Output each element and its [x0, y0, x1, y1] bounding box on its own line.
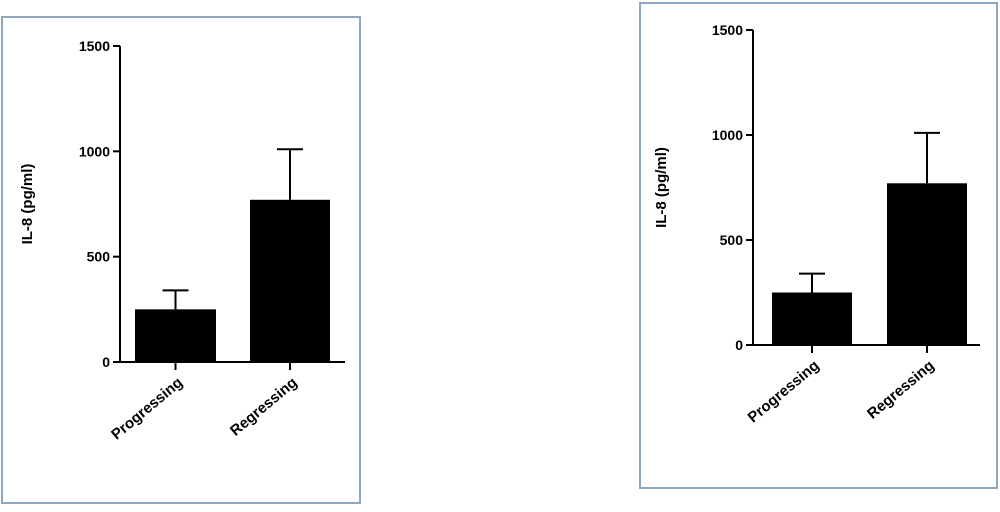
y-tick-label: 1000 [79, 143, 110, 159]
x-tick-label: Progressing [108, 374, 186, 443]
y-tick-label: 500 [87, 249, 111, 265]
bar [772, 292, 852, 345]
panel-frame [1, 16, 361, 504]
bar [250, 199, 330, 362]
y-axis-label: IL-8 (pg/ml) [19, 164, 36, 245]
error-bar [277, 148, 303, 200]
x-tick-label: Regressing [227, 374, 301, 440]
y-axis-label: IL-8 (pg/ml) [653, 147, 670, 228]
bar [135, 309, 216, 362]
y-tick-label: 0 [735, 337, 743, 353]
error-bar [914, 131, 940, 184]
panel-frame [639, 2, 998, 489]
y-tick-label: 1500 [79, 38, 110, 54]
y-tick-label: 0 [102, 354, 110, 370]
bar [887, 183, 967, 345]
error-bar [162, 289, 189, 310]
x-tick-label: Progressing [745, 357, 823, 426]
x-tick-label: Regressing [864, 357, 938, 423]
y-tick-label: 1500 [712, 22, 743, 38]
y-tick-label: 500 [720, 232, 744, 248]
y-tick-label: 1000 [712, 127, 743, 143]
error-bar [799, 272, 825, 293]
